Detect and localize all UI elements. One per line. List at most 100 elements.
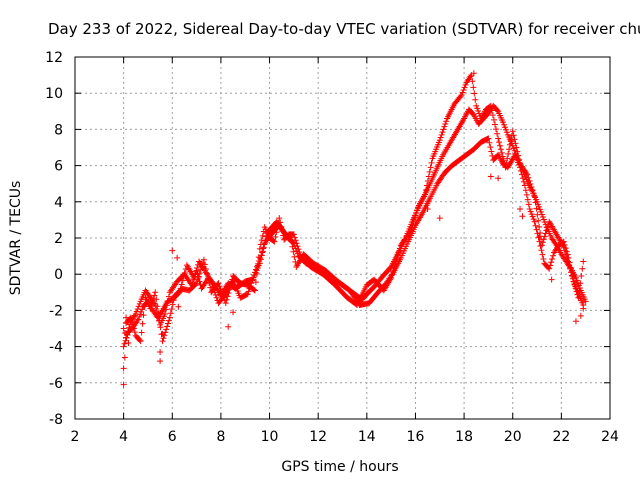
data-point (406, 229, 413, 236)
data-point (501, 124, 508, 131)
data-point (251, 286, 258, 293)
data-point (562, 251, 569, 258)
y-tick-label: 10 (45, 86, 63, 102)
data-point (470, 84, 477, 91)
data-point (523, 191, 530, 198)
data-point (226, 286, 233, 293)
data-point (175, 303, 182, 310)
data-point (487, 102, 494, 109)
data-point (526, 177, 533, 184)
data-point (137, 338, 144, 345)
data-point (412, 213, 419, 220)
data-point (169, 247, 176, 254)
data-point (538, 247, 545, 254)
data-point (437, 134, 444, 141)
data-point (165, 317, 172, 324)
data-point (536, 233, 543, 240)
data-point (428, 159, 435, 166)
data-point (392, 261, 399, 268)
data-point (257, 255, 264, 262)
data-point (572, 318, 579, 325)
data-point (180, 273, 187, 280)
data-point (200, 256, 207, 263)
data-point (543, 227, 550, 234)
data-point (254, 262, 261, 269)
y-tick-label: 8 (54, 122, 63, 138)
data-point (540, 255, 547, 262)
x-axis-label: GPS time / hours (281, 459, 398, 475)
data-point (537, 242, 544, 249)
data-point (459, 89, 466, 96)
data-point (436, 137, 443, 144)
data-point (252, 279, 259, 286)
data-point (422, 191, 429, 198)
data-point (166, 314, 173, 321)
data-point (582, 298, 589, 305)
data-point (215, 280, 222, 287)
data-point (273, 229, 280, 236)
data-point (571, 282, 578, 289)
data-point (287, 237, 294, 244)
data-point (525, 201, 532, 208)
data-point (174, 254, 181, 261)
data-point (485, 135, 492, 142)
data-point (529, 187, 536, 194)
data-point (502, 126, 509, 133)
y-tick-label: -2 (49, 303, 63, 319)
data-point (490, 116, 497, 123)
data-point (152, 289, 159, 296)
data-point (258, 237, 265, 244)
data-point (411, 215, 418, 222)
data-point (123, 314, 130, 321)
data-point (120, 325, 127, 332)
data-point (539, 239, 546, 246)
data-point (532, 222, 539, 229)
data-point (513, 144, 520, 151)
data-point (539, 251, 546, 258)
data-point (393, 255, 400, 262)
data-point (170, 297, 177, 304)
data-point (530, 190, 537, 197)
data-point (536, 223, 543, 230)
data-point (156, 317, 163, 324)
data-point (294, 243, 301, 250)
data-point (225, 289, 232, 296)
data-point (503, 129, 510, 136)
data-point (503, 159, 510, 166)
data-point (212, 292, 219, 299)
data-point (512, 151, 519, 158)
data-point (271, 238, 278, 245)
data-point (528, 211, 535, 218)
data-point (505, 150, 512, 157)
data-point (228, 279, 235, 286)
data-point (193, 280, 200, 287)
data-point (389, 271, 396, 278)
data-point (410, 218, 417, 225)
data-point (529, 213, 536, 220)
x-tick-label: 14 (358, 429, 376, 445)
data-point (219, 291, 226, 298)
data-point (425, 173, 432, 180)
data-point (539, 214, 546, 221)
chart-title: Day 233 of 2022, Sidereal Day-to-day VTE… (48, 20, 640, 38)
data-point (147, 305, 154, 312)
x-tick-label: 18 (455, 429, 473, 445)
data-point (510, 145, 517, 152)
data-point (424, 206, 431, 213)
data-point (165, 320, 172, 327)
data-point (413, 207, 420, 214)
data-point (137, 311, 144, 318)
data-point (506, 146, 513, 153)
data-point (292, 237, 299, 244)
data-point (572, 285, 579, 292)
data-point (460, 86, 467, 93)
data-point (500, 157, 507, 164)
data-point (487, 173, 494, 180)
data-point (500, 121, 507, 128)
data-point (568, 269, 575, 276)
data-point (533, 205, 540, 212)
data-point (495, 175, 502, 182)
data-point (424, 182, 431, 189)
x-tick-label: 22 (552, 429, 570, 445)
data-point (198, 263, 205, 270)
